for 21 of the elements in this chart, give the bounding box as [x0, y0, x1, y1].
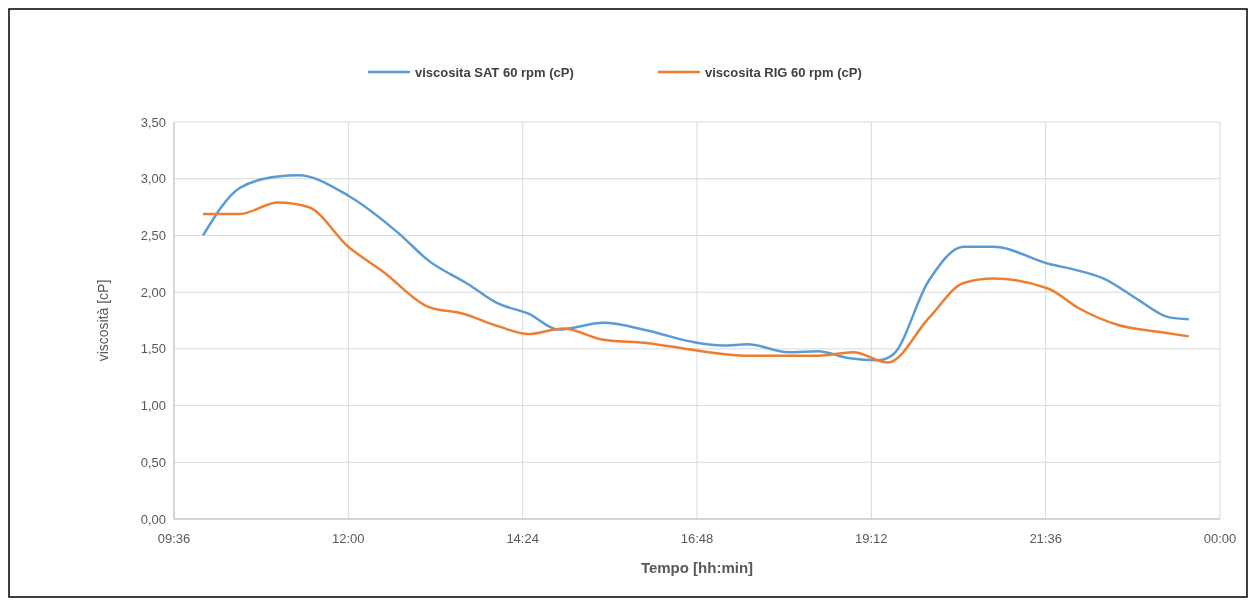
y-tick-label: 2,00 — [140, 284, 166, 300]
y-tick-label: 1,50 — [140, 341, 166, 357]
legend-label: viscosita RIG 60 rpm (cP) — [705, 64, 862, 80]
x-tick-label: 16:48 — [680, 531, 714, 546]
x-tick-label: 21:36 — [1029, 531, 1062, 546]
line-series — [201, 201, 1191, 364]
y-tick-label: 0,50 — [140, 454, 166, 470]
y-tick-label: 2,50 — [140, 227, 166, 243]
y-axis-title: viscosità [cP] — [95, 279, 111, 362]
y-tick-label: 3,50 — [140, 114, 166, 130]
y-tick-label: 0,00 — [140, 511, 166, 527]
line-series — [201, 174, 1191, 362]
x-tick-label: 12:00 — [332, 531, 365, 546]
legend-label: viscosita SAT 60 rpm (cP) — [415, 64, 574, 80]
x-tick-label: 14:24 — [506, 531, 539, 546]
x-tick-label: 09:36 — [157, 531, 191, 546]
y-tick-label: 1,00 — [140, 398, 166, 414]
y-tick-label: 3,00 — [140, 171, 166, 187]
x-axis-title: Tempo [hh:min] — [640, 559, 754, 576]
x-tick-label: 19:12 — [855, 531, 888, 546]
x-tick-label: 00:00 — [1203, 531, 1237, 546]
